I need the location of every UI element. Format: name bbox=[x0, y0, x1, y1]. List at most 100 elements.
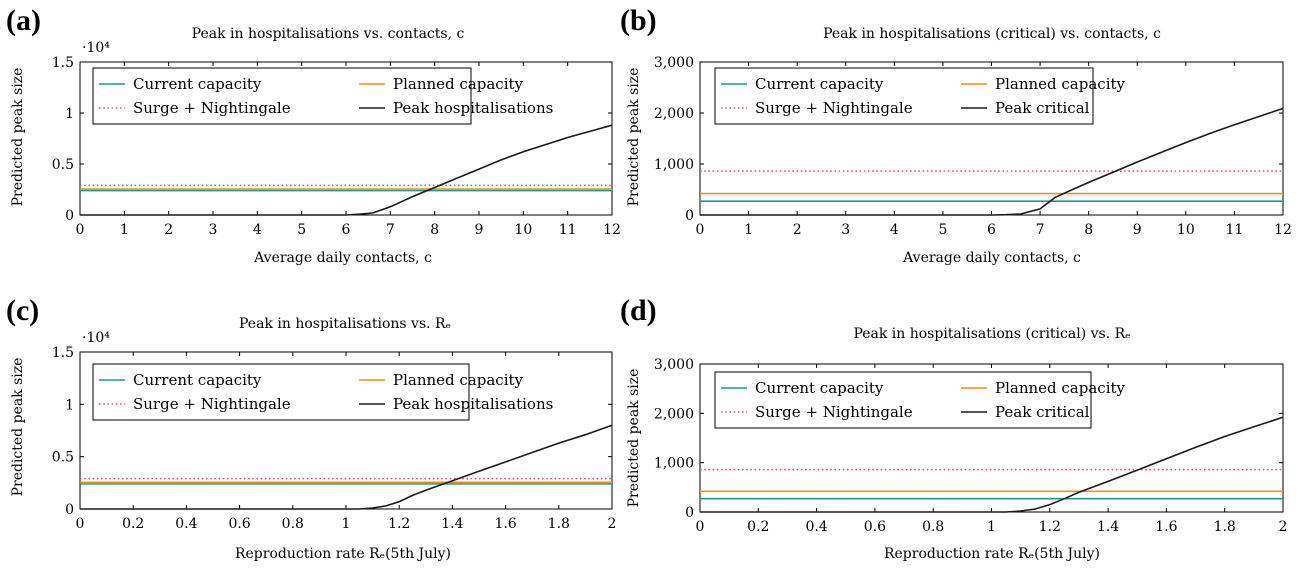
legend-label: Surge + Nightingale bbox=[133, 99, 291, 117]
legend-label: Peak hospitalisations bbox=[393, 395, 553, 413]
x-tick-label: 12 bbox=[1274, 222, 1292, 238]
legend-box bbox=[92, 67, 472, 125]
x-tick-label: 1.8 bbox=[548, 516, 570, 532]
x-axis-label: Average daily contacts, c bbox=[253, 250, 432, 266]
legend-label: Current capacity bbox=[755, 75, 884, 93]
x-tick-label: 11 bbox=[559, 222, 577, 238]
y-tick-label: 3,000 bbox=[654, 55, 694, 71]
x-tick-label: 0.2 bbox=[122, 516, 144, 532]
x-tick-label: 1.2 bbox=[388, 516, 410, 532]
x-tick-label: 2 bbox=[608, 516, 617, 532]
y-tick-label: 0 bbox=[685, 505, 694, 521]
x-tick-label: 0.2 bbox=[747, 519, 769, 535]
x-tick-label: 1 bbox=[120, 222, 129, 238]
x-tick-label: 5 bbox=[297, 222, 306, 238]
x-tick-label: 0.6 bbox=[864, 519, 886, 535]
x-tick-label: 0 bbox=[696, 222, 705, 238]
x-axis-label: Reproduction rate Rₑ(5th July) bbox=[235, 546, 451, 562]
legend-label: Current capacity bbox=[133, 75, 262, 93]
panel-letter: (d) bbox=[620, 294, 657, 327]
x-tick-label: 0 bbox=[76, 516, 85, 532]
x-tick-label: 1 bbox=[342, 516, 351, 532]
legend-label: Current capacity bbox=[755, 379, 884, 397]
x-tick-label: 2 bbox=[793, 222, 802, 238]
x-tick-label: 0 bbox=[696, 519, 705, 535]
x-tick-label: 6 bbox=[987, 222, 996, 238]
x-tick-label: 2 bbox=[164, 222, 173, 238]
x-tick-label: 0.6 bbox=[228, 516, 250, 532]
plot-area: 0 0.2 0.4 0.6 0.8 1 1.2 1.4 1.6 1.8 2 0 1,000 2,000 3,… bbox=[654, 357, 1288, 535]
x-tick-label: 1.4 bbox=[441, 516, 463, 532]
chart-d: (d) Peak in hospitalisations (critical) … bbox=[620, 294, 1288, 562]
chart-c: (c) Peak in hospitalisations vs. Rₑ ·10⁴… bbox=[6, 294, 617, 562]
legend-box bbox=[714, 67, 1094, 125]
x-tick-label: 5 bbox=[938, 222, 947, 238]
legend-label: Planned capacity bbox=[393, 75, 524, 93]
x-tick-label: 4 bbox=[890, 222, 899, 238]
x-tick-label: 8 bbox=[1084, 222, 1093, 238]
x-tick-label: 1.8 bbox=[1214, 519, 1236, 535]
x-tick-label: 6 bbox=[342, 222, 351, 238]
legend-label: Planned capacity bbox=[995, 75, 1126, 93]
plot-area: 0 0.2 0.4 0.6 0.8 1 1.2 1.4 1.6 1.8 2 0 0.5 1 1.5 Curre… bbox=[52, 345, 617, 532]
y-axis-label: Predicted peak size bbox=[626, 68, 642, 207]
x-tick-label: 1.2 bbox=[1039, 519, 1061, 535]
legend-box bbox=[92, 363, 470, 421]
panel-b: (b) Peak in hospitalisations (critical) … bbox=[620, 0, 1303, 270]
x-tick-label: 10 bbox=[514, 222, 532, 238]
x-tick-label: 7 bbox=[1036, 222, 1045, 238]
chart-title: Peak in hospitalisations vs. Rₑ bbox=[239, 316, 451, 332]
chart-b: (b) Peak in hospitalisations (critical) … bbox=[620, 4, 1292, 266]
panel-d: (d) Peak in hospitalisations (critical) … bbox=[620, 290, 1303, 564]
y-tick-label: 2,000 bbox=[654, 406, 694, 422]
x-tick-label: 1.4 bbox=[1097, 519, 1119, 535]
y-tick-label: 0.5 bbox=[52, 450, 74, 466]
chart-title: Peak in hospitalisations vs. contacts, c bbox=[192, 26, 465, 42]
x-tick-label: 9 bbox=[475, 222, 484, 238]
legend-label: Surge + Nightingale bbox=[755, 99, 913, 117]
y-multiplier: ·10⁴ bbox=[82, 330, 110, 346]
y-tick-label: 0 bbox=[65, 502, 74, 518]
x-tick-label: 1.6 bbox=[494, 516, 516, 532]
x-tick-label: 0.4 bbox=[175, 516, 197, 532]
x-tick-label: 8 bbox=[430, 222, 439, 238]
series-line bbox=[80, 424, 613, 510]
x-tick-label: 10 bbox=[1177, 222, 1195, 238]
y-tick-label: 1 bbox=[65, 397, 74, 413]
x-axis-label: Reproduction rate Rₑ(5th July) bbox=[884, 546, 1100, 562]
y-tick-label: 3,000 bbox=[654, 357, 694, 373]
x-tick-label: 0.8 bbox=[282, 516, 304, 532]
legend-label: Surge + Nightingale bbox=[133, 395, 291, 413]
legend-label: Planned capacity bbox=[393, 371, 524, 389]
x-tick-label: 7 bbox=[386, 222, 395, 238]
legend-label: Peak critical bbox=[995, 99, 1090, 117]
x-axis-label: Average daily contacts, c bbox=[902, 250, 1081, 266]
series-line bbox=[700, 107, 1284, 216]
y-axis-label: Predicted peak size bbox=[10, 358, 26, 497]
x-tick-label: 2 bbox=[1279, 519, 1288, 535]
y-tick-label: 0 bbox=[65, 208, 74, 224]
x-tick-label: 0 bbox=[76, 222, 85, 238]
y-tick-label: 1.5 bbox=[52, 345, 74, 361]
y-axis-label: Predicted peak size bbox=[10, 68, 26, 207]
legend-label: Peak critical bbox=[995, 403, 1090, 421]
y-tick-label: 2,000 bbox=[654, 106, 694, 122]
x-tick-label: 1 bbox=[744, 222, 753, 238]
legend-label: Peak hospitalisations bbox=[393, 99, 553, 117]
panel-c: (c) Peak in hospitalisations vs. Rₑ ·10⁴… bbox=[0, 290, 640, 564]
legend-label: Planned capacity bbox=[995, 379, 1126, 397]
panel-letter: (b) bbox=[620, 4, 657, 37]
panel-letter: (a) bbox=[6, 4, 41, 37]
y-multiplier: ·10⁴ bbox=[82, 40, 110, 56]
y-tick-label: 1,000 bbox=[654, 157, 694, 173]
x-tick-label: 1 bbox=[987, 519, 996, 535]
legend-box bbox=[714, 371, 1092, 429]
y-tick-label: 1 bbox=[65, 106, 74, 122]
y-tick-label: 0 bbox=[685, 208, 694, 224]
x-tick-label: 12 bbox=[603, 222, 621, 238]
plot-area: 0 1 2 3 4 5 6 7 8 9 10 11 1201,0002,0003,000Current … bbox=[654, 55, 1292, 238]
chart-title: Peak in hospitalisations (critical) vs. … bbox=[853, 326, 1130, 342]
y-axis-label: Predicted peak size bbox=[626, 369, 642, 508]
chart-a: (a) Peak in hospitalisations vs. contact… bbox=[6, 4, 621, 266]
